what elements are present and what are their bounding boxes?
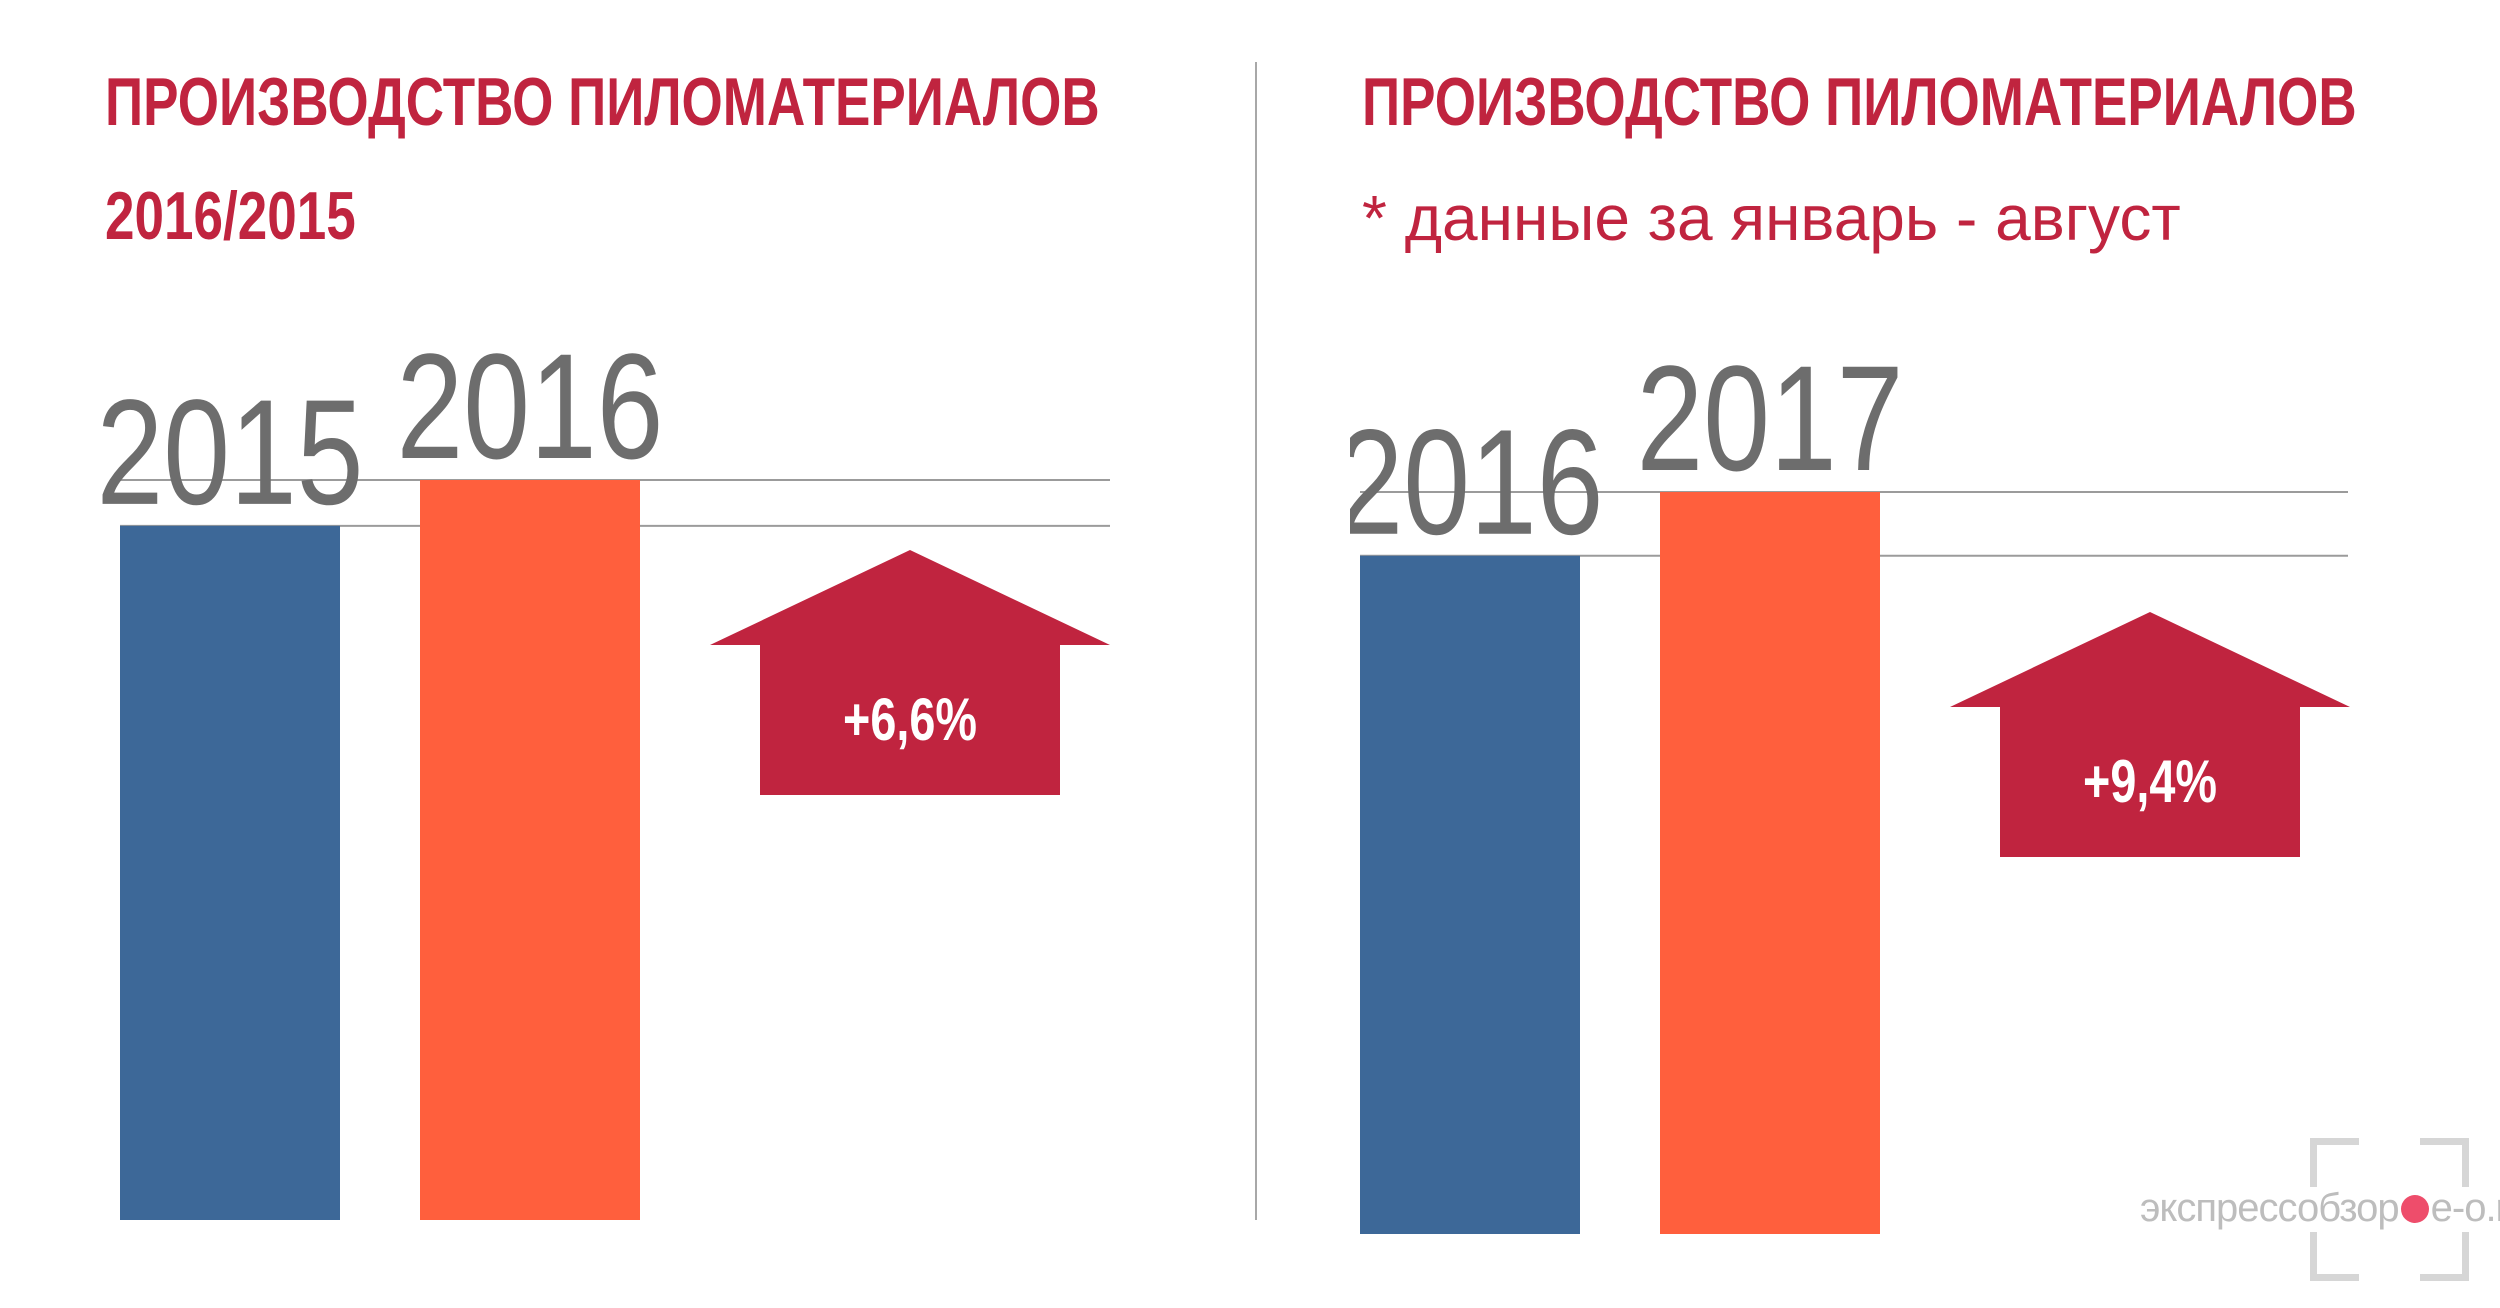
right-chart-subtitle: * данные за январь - август	[1362, 182, 2181, 254]
camera-frame-icon	[2400, 1195, 2429, 1223]
left-chart-subtitle: 2016/2015	[105, 178, 356, 254]
bar-year-label-2015: 2015	[100, 368, 363, 536]
bar-year-label-2016: 2016	[1350, 398, 1603, 566]
right-chart-title: ПРОИЗВОДСТВО ПИЛОМАТЕРИАЛОВ	[1362, 64, 2357, 140]
right-bar-chart: 2016 2017 +9,4%	[1350, 334, 2350, 1234]
up-arrow-icon	[710, 550, 1110, 795]
watermark-text-after: e-o.ru	[2430, 1186, 2500, 1230]
bar-2017	[1660, 492, 1880, 1234]
frame-corner-top-left	[2310, 1138, 2359, 1187]
watermark: экспрессобзор e-o.ru	[2140, 1138, 2500, 1281]
bar-year-label-2016: 2016	[397, 322, 664, 490]
bar-2015	[120, 525, 340, 1220]
change-percent-label: +9,4%	[2083, 748, 2217, 815]
left-chart-title: ПРОИЗВОДСТВО ПИЛОМАТЕРИАЛОВ	[105, 64, 1100, 140]
change-percent-label: +6,6%	[843, 686, 977, 753]
bar-2016	[1360, 555, 1580, 1234]
up-arrow-icon	[1950, 612, 2350, 857]
panel-divider	[1255, 62, 1257, 1220]
left-bar-chart: 2015 2016 +6,6%	[100, 322, 1110, 1220]
bar-year-label-2017: 2017	[1637, 334, 1904, 502]
watermark-text: экспрессобзор e-o.ru	[2140, 1188, 2500, 1228]
frame-corner-bottom-left	[2310, 1232, 2359, 1281]
frame-corner-bottom-right	[2420, 1232, 2469, 1281]
watermark-text-before: экспрессобзор	[2140, 1186, 2400, 1230]
bar-2016	[420, 480, 640, 1220]
frame-corner-top-right	[2420, 1138, 2469, 1187]
